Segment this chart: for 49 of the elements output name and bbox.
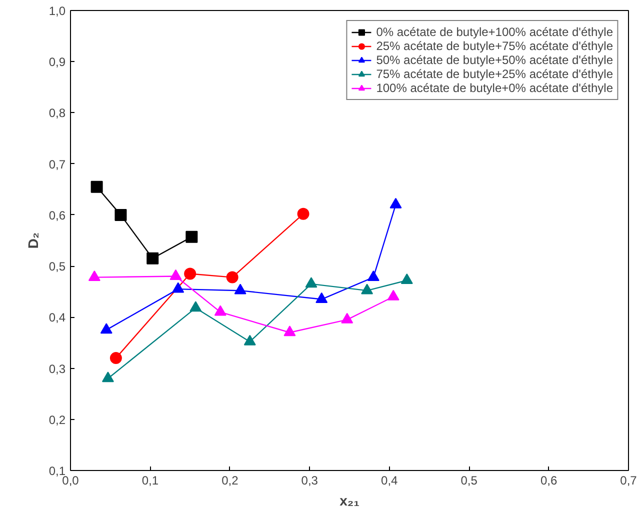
- point: [387, 290, 400, 300]
- y-tick-label: 0,8: [48, 106, 66, 120]
- y-tick-label: 0,5: [48, 260, 66, 274]
- point: [400, 274, 413, 284]
- x-tick-label: 0,4: [381, 474, 398, 488]
- y-tick-label: 0,2: [48, 412, 66, 427]
- point: [305, 277, 318, 288]
- point: [226, 271, 238, 284]
- point: [88, 270, 100, 281]
- x-tick-label: 0,3: [301, 474, 318, 488]
- point: [114, 208, 127, 221]
- point: [102, 372, 114, 382]
- x-axis-title: x₂₁: [340, 492, 360, 508]
- point: [172, 282, 184, 293]
- point: [390, 198, 402, 208]
- y-tick-label: 0,4: [48, 310, 66, 325]
- point: [100, 323, 112, 334]
- legend-label: 75% acétate de butyle+25% acétate d'éthyle: [376, 67, 613, 81]
- point: [367, 270, 380, 281]
- point: [170, 269, 182, 280]
- legend-label: 50% acétate de butyle+50% acétate d'éthyle: [376, 53, 613, 67]
- y-tick-label: 0,7: [48, 157, 66, 172]
- y-axis-title: D₂: [24, 232, 41, 249]
- point: [214, 305, 226, 316]
- x-tick-label: 0,5: [460, 474, 478, 488]
- point: [186, 230, 198, 243]
- x-tick-label: 0,6: [540, 474, 558, 488]
- x-tick-label: 0,0: [62, 474, 80, 488]
- y-tick-label: 0,9: [48, 55, 66, 70]
- legend-label: 0% acétate de butyle+100% acétate d'éthyle: [376, 25, 613, 39]
- y-tick-label: 1,0: [48, 4, 66, 18]
- point: [234, 284, 246, 294]
- x-tick-label: 0,2: [222, 474, 239, 488]
- legend-label: 100% acétate de butyle+0% acétate d'éthyle: [376, 81, 613, 95]
- point: [146, 252, 159, 264]
- x-tick-label: 0,7: [620, 474, 638, 488]
- point: [284, 326, 296, 336]
- point: [244, 334, 256, 346]
- y-tick-label: 0,6: [48, 208, 66, 222]
- point: [90, 180, 103, 193]
- point: [190, 301, 202, 312]
- legend-label: 25% acétate de butyle+75% acétate d'éthyle: [376, 39, 613, 53]
- point: [316, 292, 328, 303]
- x-tick-label: 0,1: [142, 474, 159, 488]
- point: [341, 312, 354, 324]
- point: [361, 284, 374, 294]
- y-tick-label: 0,3: [48, 362, 66, 376]
- point: [184, 268, 196, 280]
- point: [297, 208, 310, 220]
